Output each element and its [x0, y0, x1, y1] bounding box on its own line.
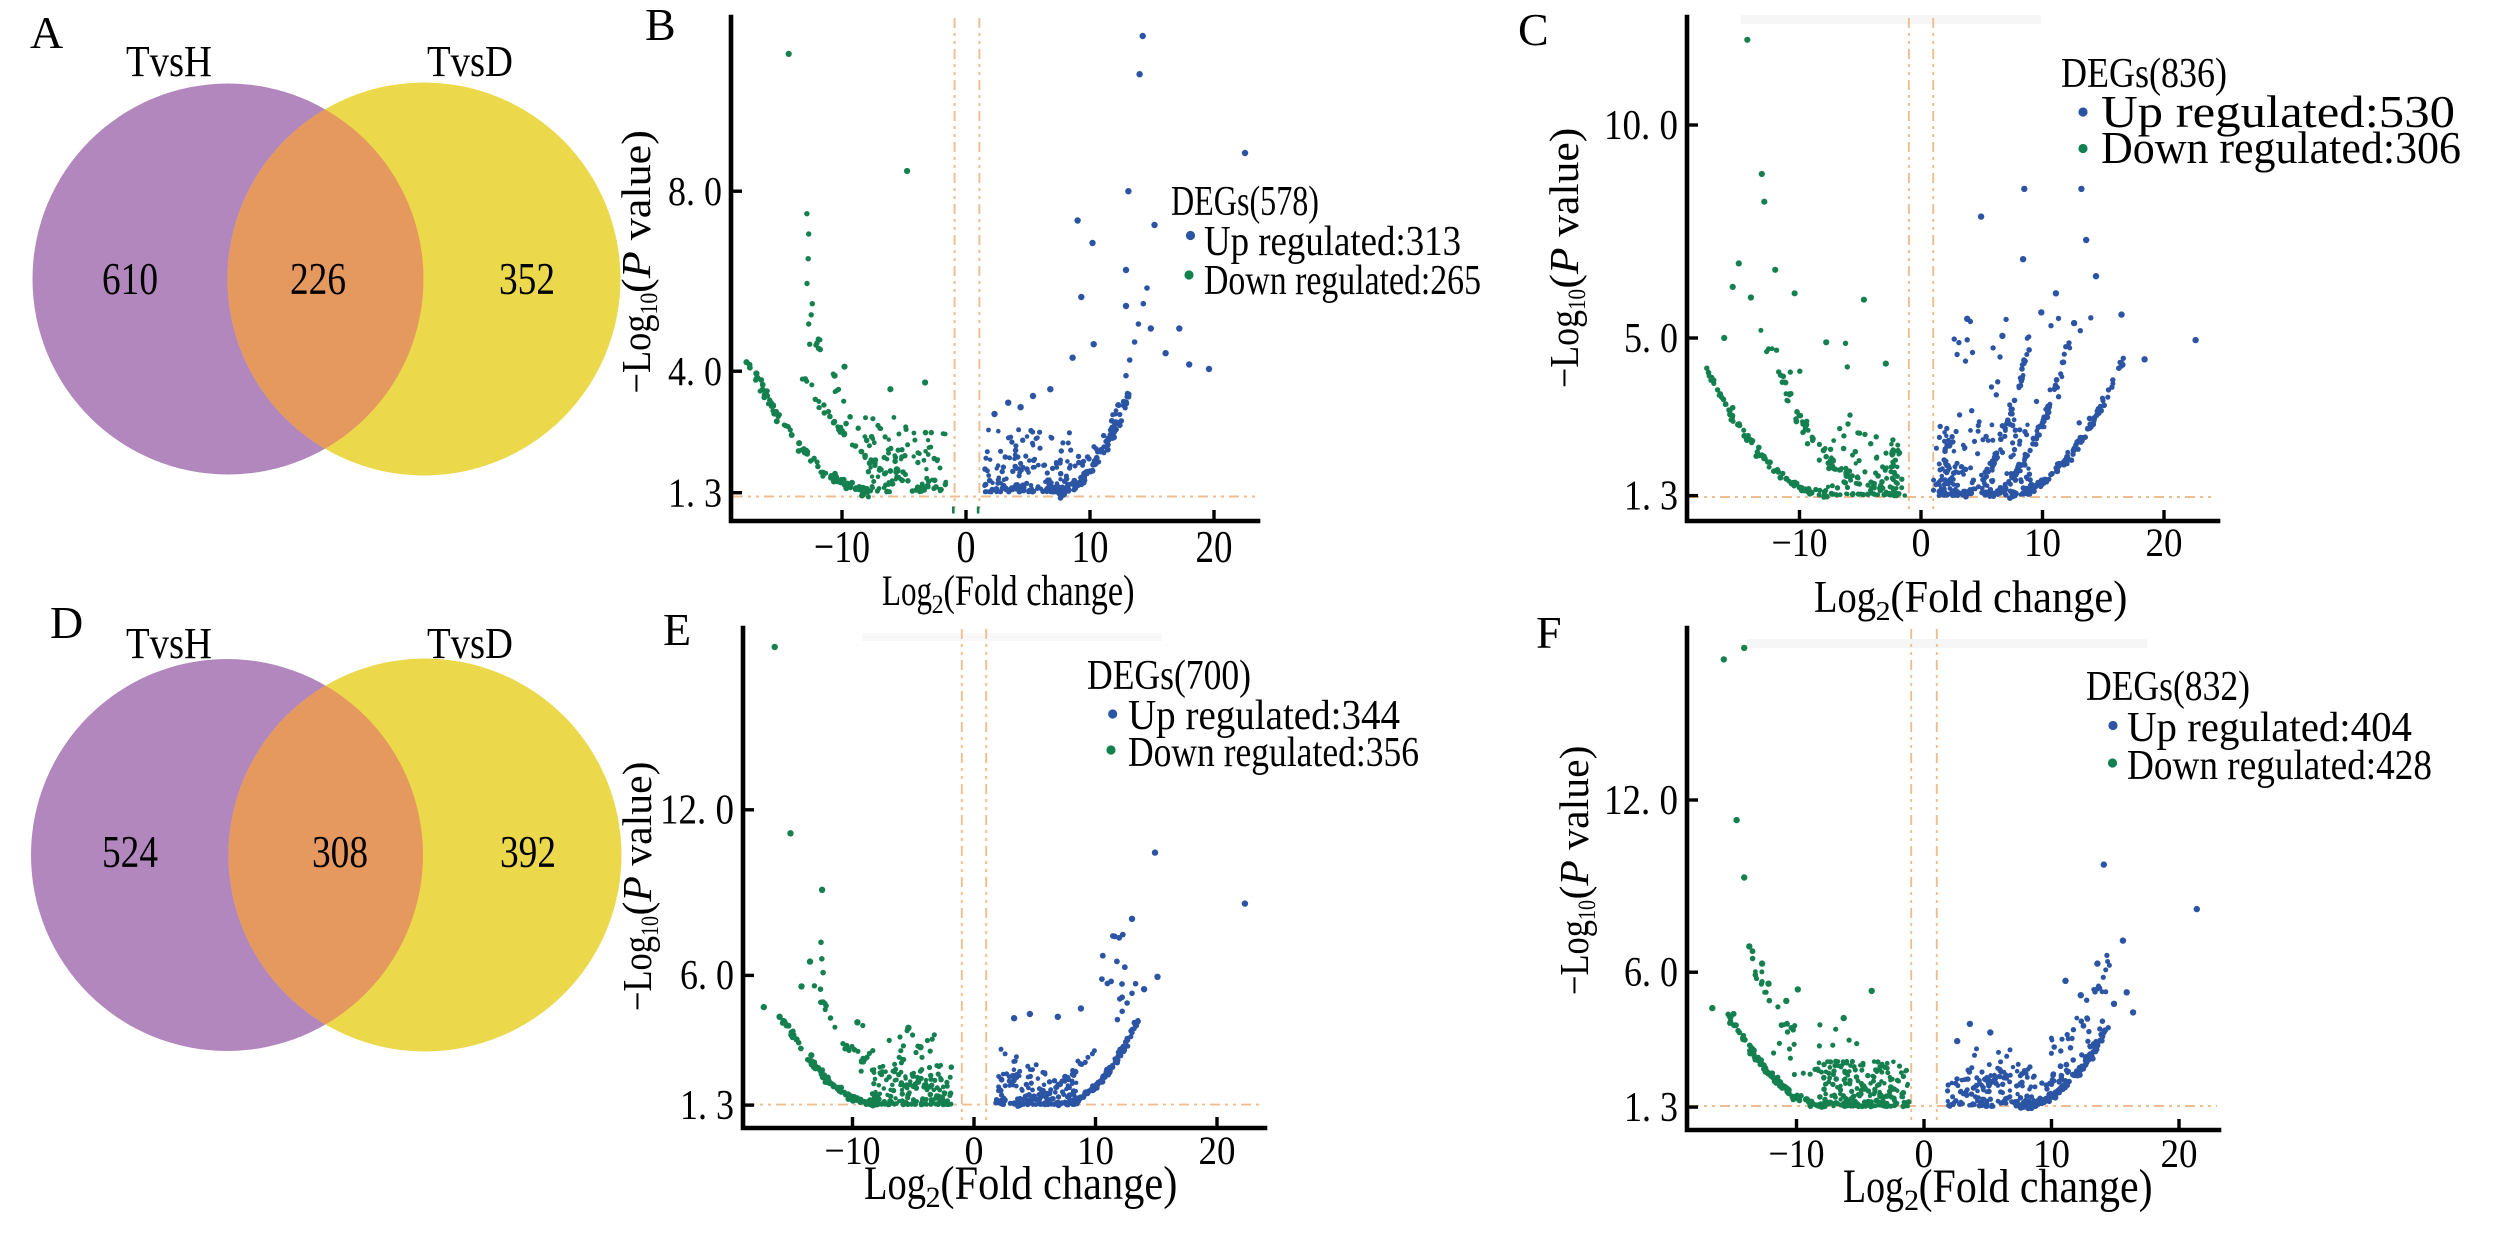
svg-text:10: 10: [2024, 520, 2061, 565]
svg-text:Log: Log: [1843, 1160, 1904, 1213]
svg-text:12. 0: 12. 0: [660, 788, 734, 834]
svg-text:4. 0: 4. 0: [668, 348, 722, 394]
svg-text:−10: −10: [1769, 1131, 1825, 1176]
svg-text:B: B: [645, 0, 676, 50]
svg-text:5. 0: 5. 0: [1624, 316, 1678, 362]
svg-text:6. 0: 6. 0: [680, 953, 734, 999]
svg-text:(Fold change): (Fold change): [940, 1157, 1177, 1210]
svg-text:Down regulated:356: Down regulated:356: [1128, 730, 1419, 776]
svg-text:1. 3: 1. 3: [1624, 473, 1678, 519]
svg-text:Log: Log: [1814, 572, 1876, 622]
svg-text:(P value): (P value): [1551, 746, 1597, 900]
svg-text:−Log: −Log: [1541, 310, 1587, 388]
svg-text:610: 610: [102, 254, 158, 304]
svg-text:TvsD: TvsD: [427, 619, 513, 668]
svg-text:(Fold change): (Fold change): [944, 568, 1135, 615]
svg-text:20: 20: [2146, 520, 2183, 565]
svg-text:0: 0: [1912, 520, 1931, 565]
svg-text:352: 352: [499, 254, 555, 304]
svg-text:TvsH: TvsH: [126, 37, 212, 86]
svg-text:1. 3: 1. 3: [668, 470, 722, 516]
svg-text:Log: Log: [882, 568, 932, 615]
svg-text:−10: −10: [814, 521, 870, 572]
svg-text:A: A: [30, 7, 63, 58]
svg-text:10: 10: [1077, 1128, 1114, 1173]
svg-text:10: 10: [1573, 900, 1601, 920]
svg-text:−Log: −Log: [614, 936, 660, 1011]
svg-text:E: E: [663, 604, 691, 655]
svg-text:DEGs(578): DEGs(578): [1171, 179, 1319, 225]
svg-text:TvsH: TvsH: [126, 619, 212, 668]
svg-text:(P value): (P value): [1541, 128, 1587, 289]
svg-text:Up regulated:404: Up regulated:404: [2127, 705, 2412, 751]
svg-text:DEGs(836): DEGs(836): [2061, 51, 2227, 97]
svg-text:20: 20: [1196, 521, 1233, 572]
svg-text:10. 0: 10. 0: [1604, 103, 1678, 149]
svg-text:1. 3: 1. 3: [680, 1083, 734, 1129]
svg-text:20: 20: [1199, 1128, 1236, 1173]
svg-text:2: 2: [1876, 596, 1891, 627]
svg-text:8. 0: 8. 0: [668, 168, 722, 214]
svg-text:10: 10: [2033, 1131, 2070, 1176]
svg-text:−10: −10: [825, 1128, 881, 1173]
svg-text:10: 10: [636, 916, 664, 936]
svg-text:392: 392: [500, 827, 556, 877]
svg-text:DEGs(700): DEGs(700): [1087, 653, 1251, 699]
svg-text:1. 3: 1. 3: [1624, 1085, 1678, 1131]
svg-text:DEGs(832): DEGs(832): [2086, 664, 2250, 710]
svg-text:(Fold change): (Fold change): [1919, 1160, 2153, 1213]
svg-text:226: 226: [290, 254, 346, 304]
svg-text:−Log: −Log: [613, 315, 659, 394]
svg-text:20: 20: [2161, 1131, 2198, 1176]
svg-text:308: 308: [312, 827, 368, 877]
svg-text:Log: Log: [864, 1157, 926, 1210]
svg-text:Down regulated:265: Down regulated:265: [1204, 258, 1481, 304]
svg-text:12. 0: 12. 0: [1604, 778, 1678, 824]
svg-text:2: 2: [932, 589, 944, 619]
svg-text:0: 0: [965, 1128, 984, 1173]
svg-text:D: D: [50, 597, 83, 648]
svg-text:524: 524: [102, 827, 158, 877]
svg-text:−Log: −Log: [1551, 920, 1597, 995]
svg-text:TvsD: TvsD: [427, 37, 513, 86]
svg-text:0: 0: [1915, 1131, 1934, 1176]
svg-text:(P value): (P value): [613, 130, 659, 293]
svg-text:Down regulated:428: Down regulated:428: [2127, 743, 2432, 789]
svg-text:Up regulated:313: Up regulated:313: [1204, 219, 1461, 265]
svg-text:Up regulated:344: Up regulated:344: [1128, 693, 1400, 739]
svg-text:10: 10: [1072, 521, 1109, 572]
svg-text:−10: −10: [1772, 520, 1828, 565]
svg-text:(P value): (P value): [614, 762, 660, 916]
svg-text:Down regulated:306: Down regulated:306: [2101, 122, 2461, 173]
svg-text:Up regulated:530: Up regulated:530: [2101, 86, 2455, 137]
svg-text:6. 0: 6. 0: [1624, 950, 1678, 996]
svg-text:2: 2: [1904, 1184, 1919, 1217]
svg-text:C: C: [1518, 4, 1549, 55]
svg-text:2: 2: [926, 1181, 941, 1214]
svg-text:F: F: [1536, 607, 1562, 658]
svg-text:(Fold change): (Fold change): [1890, 572, 2127, 622]
svg-text:0: 0: [957, 521, 976, 572]
svg-text:10: 10: [1563, 289, 1591, 310]
svg-text:10: 10: [635, 293, 663, 315]
